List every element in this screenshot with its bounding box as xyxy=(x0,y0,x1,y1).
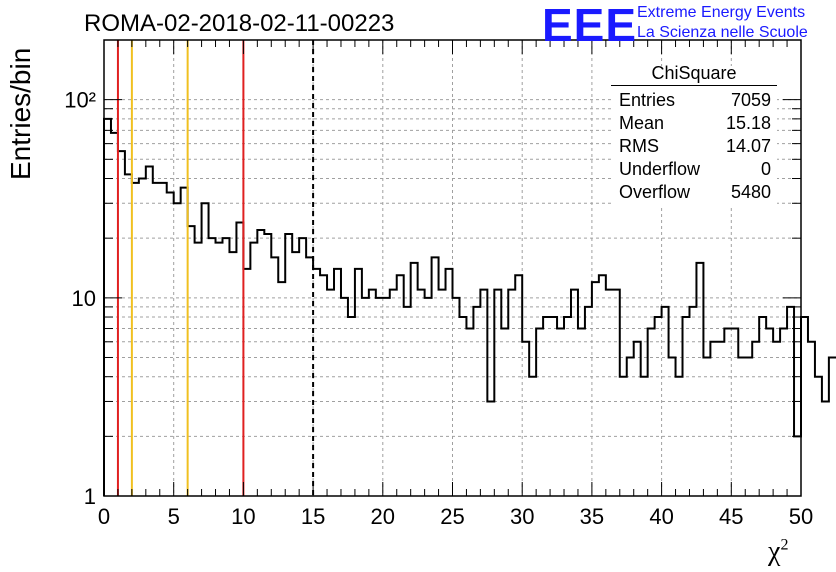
stats-box: ChiSquare Entries 7059 Mean 15.18 RMS 14.07… xyxy=(611,62,777,204)
x-tick-label: 5 xyxy=(168,504,180,529)
stats-value: 14.07 xyxy=(725,136,771,156)
stats-value: 7059 xyxy=(730,90,771,110)
stats-value: 0 xyxy=(760,159,771,179)
y-tick-label: 1 xyxy=(84,484,96,509)
stats-row-entries: Entries 7059 xyxy=(611,89,777,112)
y-axis-label: Entries/bin xyxy=(5,47,36,180)
x-tick-label: 35 xyxy=(580,504,604,529)
stats-row-overflow: Overflow 5480 xyxy=(611,181,777,204)
stats-label: Mean xyxy=(619,113,665,133)
x-tick-label: 0 xyxy=(98,504,110,529)
x-axis-label: χ2 xyxy=(768,536,789,567)
x-tick-label: 40 xyxy=(649,504,673,529)
stats-row-rms: RMS 14.07 xyxy=(611,135,777,158)
stats-value: 5480 xyxy=(730,182,771,202)
x-tick-label: 45 xyxy=(719,504,743,529)
stats-row-mean: Mean 15.18 xyxy=(611,112,777,135)
stats-label: RMS xyxy=(619,136,659,156)
stats-label: Overflow xyxy=(619,182,691,202)
logo-line-1: Extreme Energy Events xyxy=(637,4,806,21)
stats-label: Underflow xyxy=(619,159,701,179)
eee-logo: EEE xyxy=(542,0,638,51)
stats-value: 15.18 xyxy=(725,113,771,133)
x-tick-label: 15 xyxy=(301,504,325,529)
x-tick-label: 25 xyxy=(440,504,464,529)
x-tick-label: 50 xyxy=(789,504,813,529)
stats-row-underflow: Underflow 0 xyxy=(611,158,777,181)
stats-box-bg xyxy=(611,66,777,206)
y-tick-label: 10 xyxy=(72,286,96,311)
logo-line-2: La Scienza nelle Scuole xyxy=(637,24,808,41)
stats-label: Entries xyxy=(619,90,676,110)
x-tick-label: 20 xyxy=(371,504,395,529)
y-tick-label: 10² xyxy=(64,88,96,113)
histogram-series xyxy=(103,117,836,496)
stats-name: ChiSquare xyxy=(611,62,777,86)
x-tick-label: 10 xyxy=(231,504,255,529)
x-tick-label: 30 xyxy=(510,504,534,529)
chart-title: ROMA-02-2018-02-11-00223 xyxy=(84,10,395,37)
